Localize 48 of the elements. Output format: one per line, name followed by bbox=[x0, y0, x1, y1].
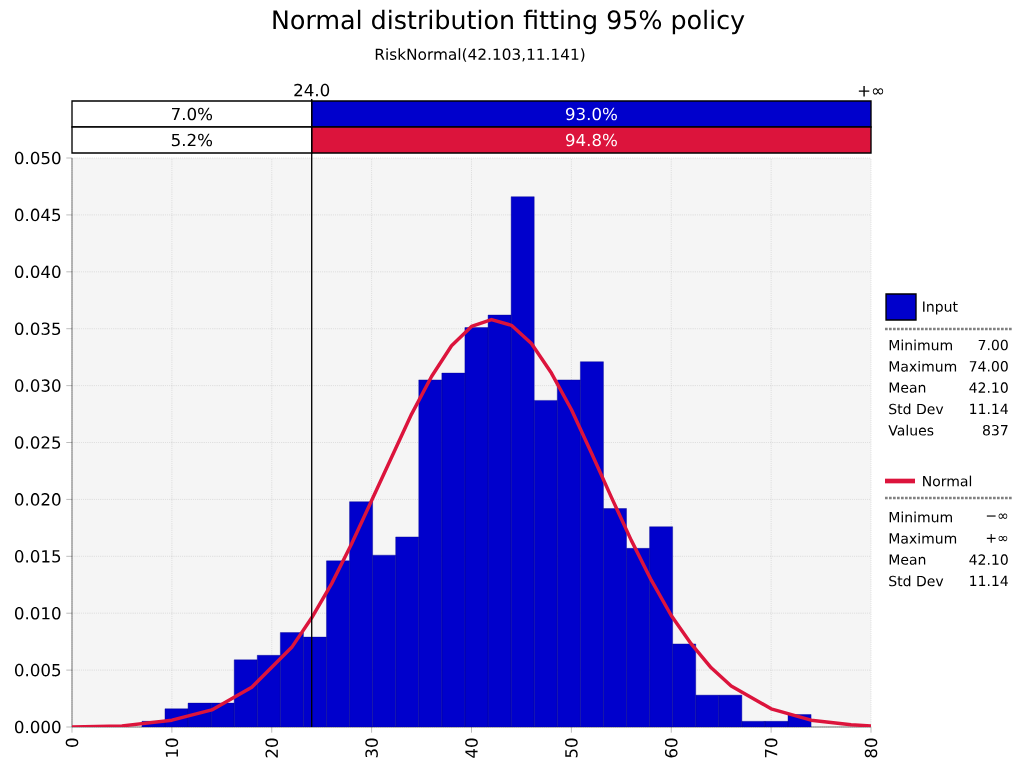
text: 11.14 bbox=[970, 575, 1008, 587]
text: 94.8% bbox=[565, 133, 617, 147]
text: 74.00 bbox=[969, 361, 1008, 372]
text: Maximum bbox=[889, 532, 957, 544]
x-tick-label: 40 bbox=[465, 738, 478, 758]
y-tick-label: 0.000 bbox=[14, 720, 61, 734]
chart-title: Normal distribution fitting 95% policy bbox=[273, 9, 745, 35]
x-tick-label: 10 bbox=[165, 738, 179, 757]
x-tick-label: 50 bbox=[565, 738, 578, 758]
y-tick-label: 0.010 bbox=[14, 606, 61, 620]
y-tick-label: 0.050 bbox=[14, 151, 61, 165]
chart-subtitle: RiskNormal(42.103,11.141) bbox=[375, 48, 585, 62]
text: Minimum bbox=[889, 511, 952, 523]
x-tick-label: 20 bbox=[265, 738, 279, 758]
y-tick-label: 0.005 bbox=[14, 663, 61, 677]
x-tick-label: 70 bbox=[764, 738, 778, 758]
text: Std Dev bbox=[889, 575, 944, 587]
text: 11.14 bbox=[970, 403, 1008, 415]
text: Values bbox=[888, 424, 934, 436]
text: Maximum bbox=[889, 360, 957, 372]
text: 42.10 bbox=[969, 554, 1008, 565]
y-tick-label: 0.015 bbox=[14, 550, 61, 563]
text: 837 bbox=[982, 424, 1008, 436]
ref-line-label: 24.0 bbox=[294, 83, 330, 97]
y-tick-label: 0.045 bbox=[14, 208, 61, 222]
text: 7.0% bbox=[171, 107, 213, 121]
x-tick-label: 80 bbox=[864, 738, 878, 758]
y-tick-label: 0.030 bbox=[14, 379, 61, 392]
text: Std Dev bbox=[889, 403, 944, 415]
text: +∞ bbox=[986, 533, 1008, 543]
text: 42.10 bbox=[969, 382, 1008, 393]
text: Mean bbox=[889, 554, 926, 565]
text: 5.2% bbox=[171, 133, 213, 147]
x-tick-label: 30 bbox=[365, 738, 378, 758]
legend-label: Input bbox=[923, 301, 958, 315]
legend-label: Normal bbox=[923, 475, 972, 487]
text: Minimum bbox=[889, 339, 952, 351]
y-tick-label: 0.020 bbox=[14, 493, 61, 506]
y-tick-label: 0.035 bbox=[14, 322, 61, 336]
text: 93.0% bbox=[565, 107, 617, 121]
text: Mean bbox=[889, 382, 926, 393]
x-tick-label: 60 bbox=[664, 738, 678, 758]
x-tick-label: 0 bbox=[65, 738, 79, 747]
y-tick-label: 0.040 bbox=[14, 265, 61, 279]
text: −∞ bbox=[986, 513, 1008, 519]
text: 7.00 bbox=[978, 339, 1008, 351]
y-tick-label: 0.025 bbox=[14, 436, 61, 449]
text: +∞ bbox=[858, 85, 884, 97]
